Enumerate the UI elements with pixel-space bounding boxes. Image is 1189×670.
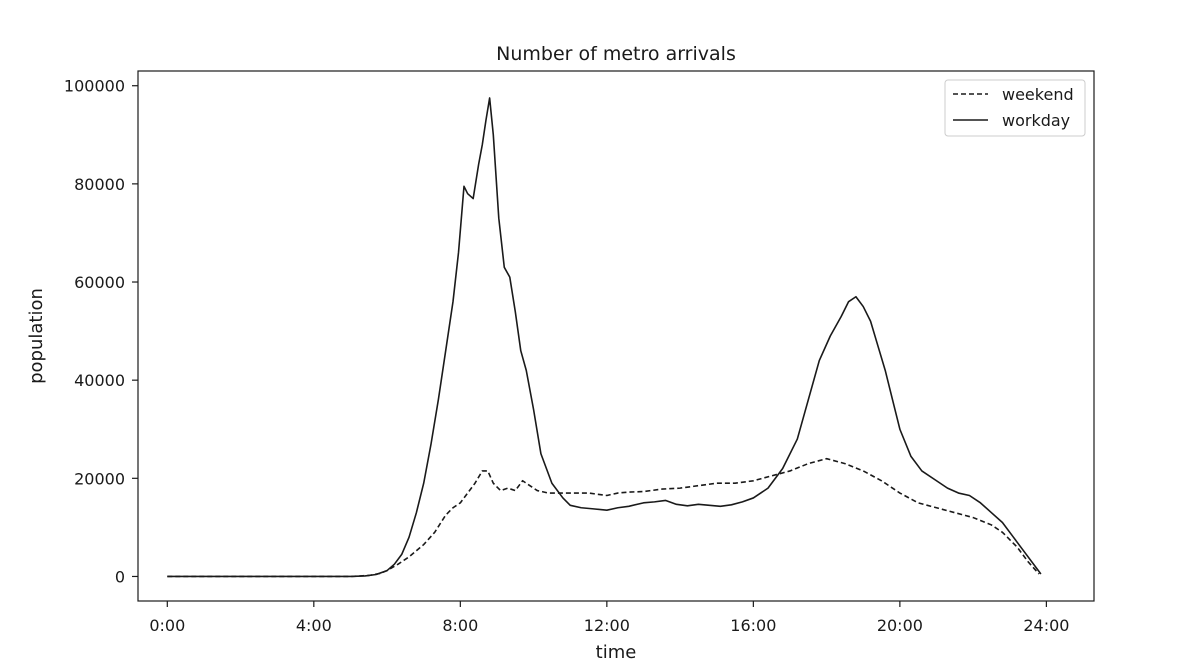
y-tick-label: 80000 [74, 175, 125, 194]
x-axis: 0:00 4:00 8:00 12:00 16:00 20:00 24:00 [149, 601, 1069, 635]
legend: weekend workday [944, 79, 1086, 137]
x-tick-label: 12:00 [584, 616, 630, 635]
plot-frame [137, 70, 1095, 602]
y-tick-label: 60000 [74, 273, 125, 292]
y-tick-label: 0 [115, 567, 125, 586]
legend-label-weekend: weekend [1002, 85, 1074, 104]
legend-label-workday: workday [1002, 111, 1070, 130]
x-tick-label: 8:00 [442, 616, 478, 635]
x-axis-title: time [596, 642, 637, 663]
x-tick-label: 16:00 [730, 616, 776, 635]
y-axis-title: population [26, 288, 47, 384]
y-tick-label: 40000 [74, 371, 125, 390]
series-line-workday [167, 97, 1042, 578]
y-axis: 0 20000 40000 60000 80000 100000 [64, 77, 138, 586]
x-tick-label: 4:00 [296, 616, 332, 635]
series-layer [167, 97, 1042, 578]
x-tick-label: 20:00 [877, 616, 923, 635]
y-tick-label: 20000 [74, 469, 125, 488]
y-tick-label: 100000 [64, 77, 125, 96]
x-tick-label: 0:00 [149, 616, 185, 635]
x-tick-label: 24:00 [1023, 616, 1069, 635]
chart-title: Number of metro arrivals [496, 43, 736, 65]
